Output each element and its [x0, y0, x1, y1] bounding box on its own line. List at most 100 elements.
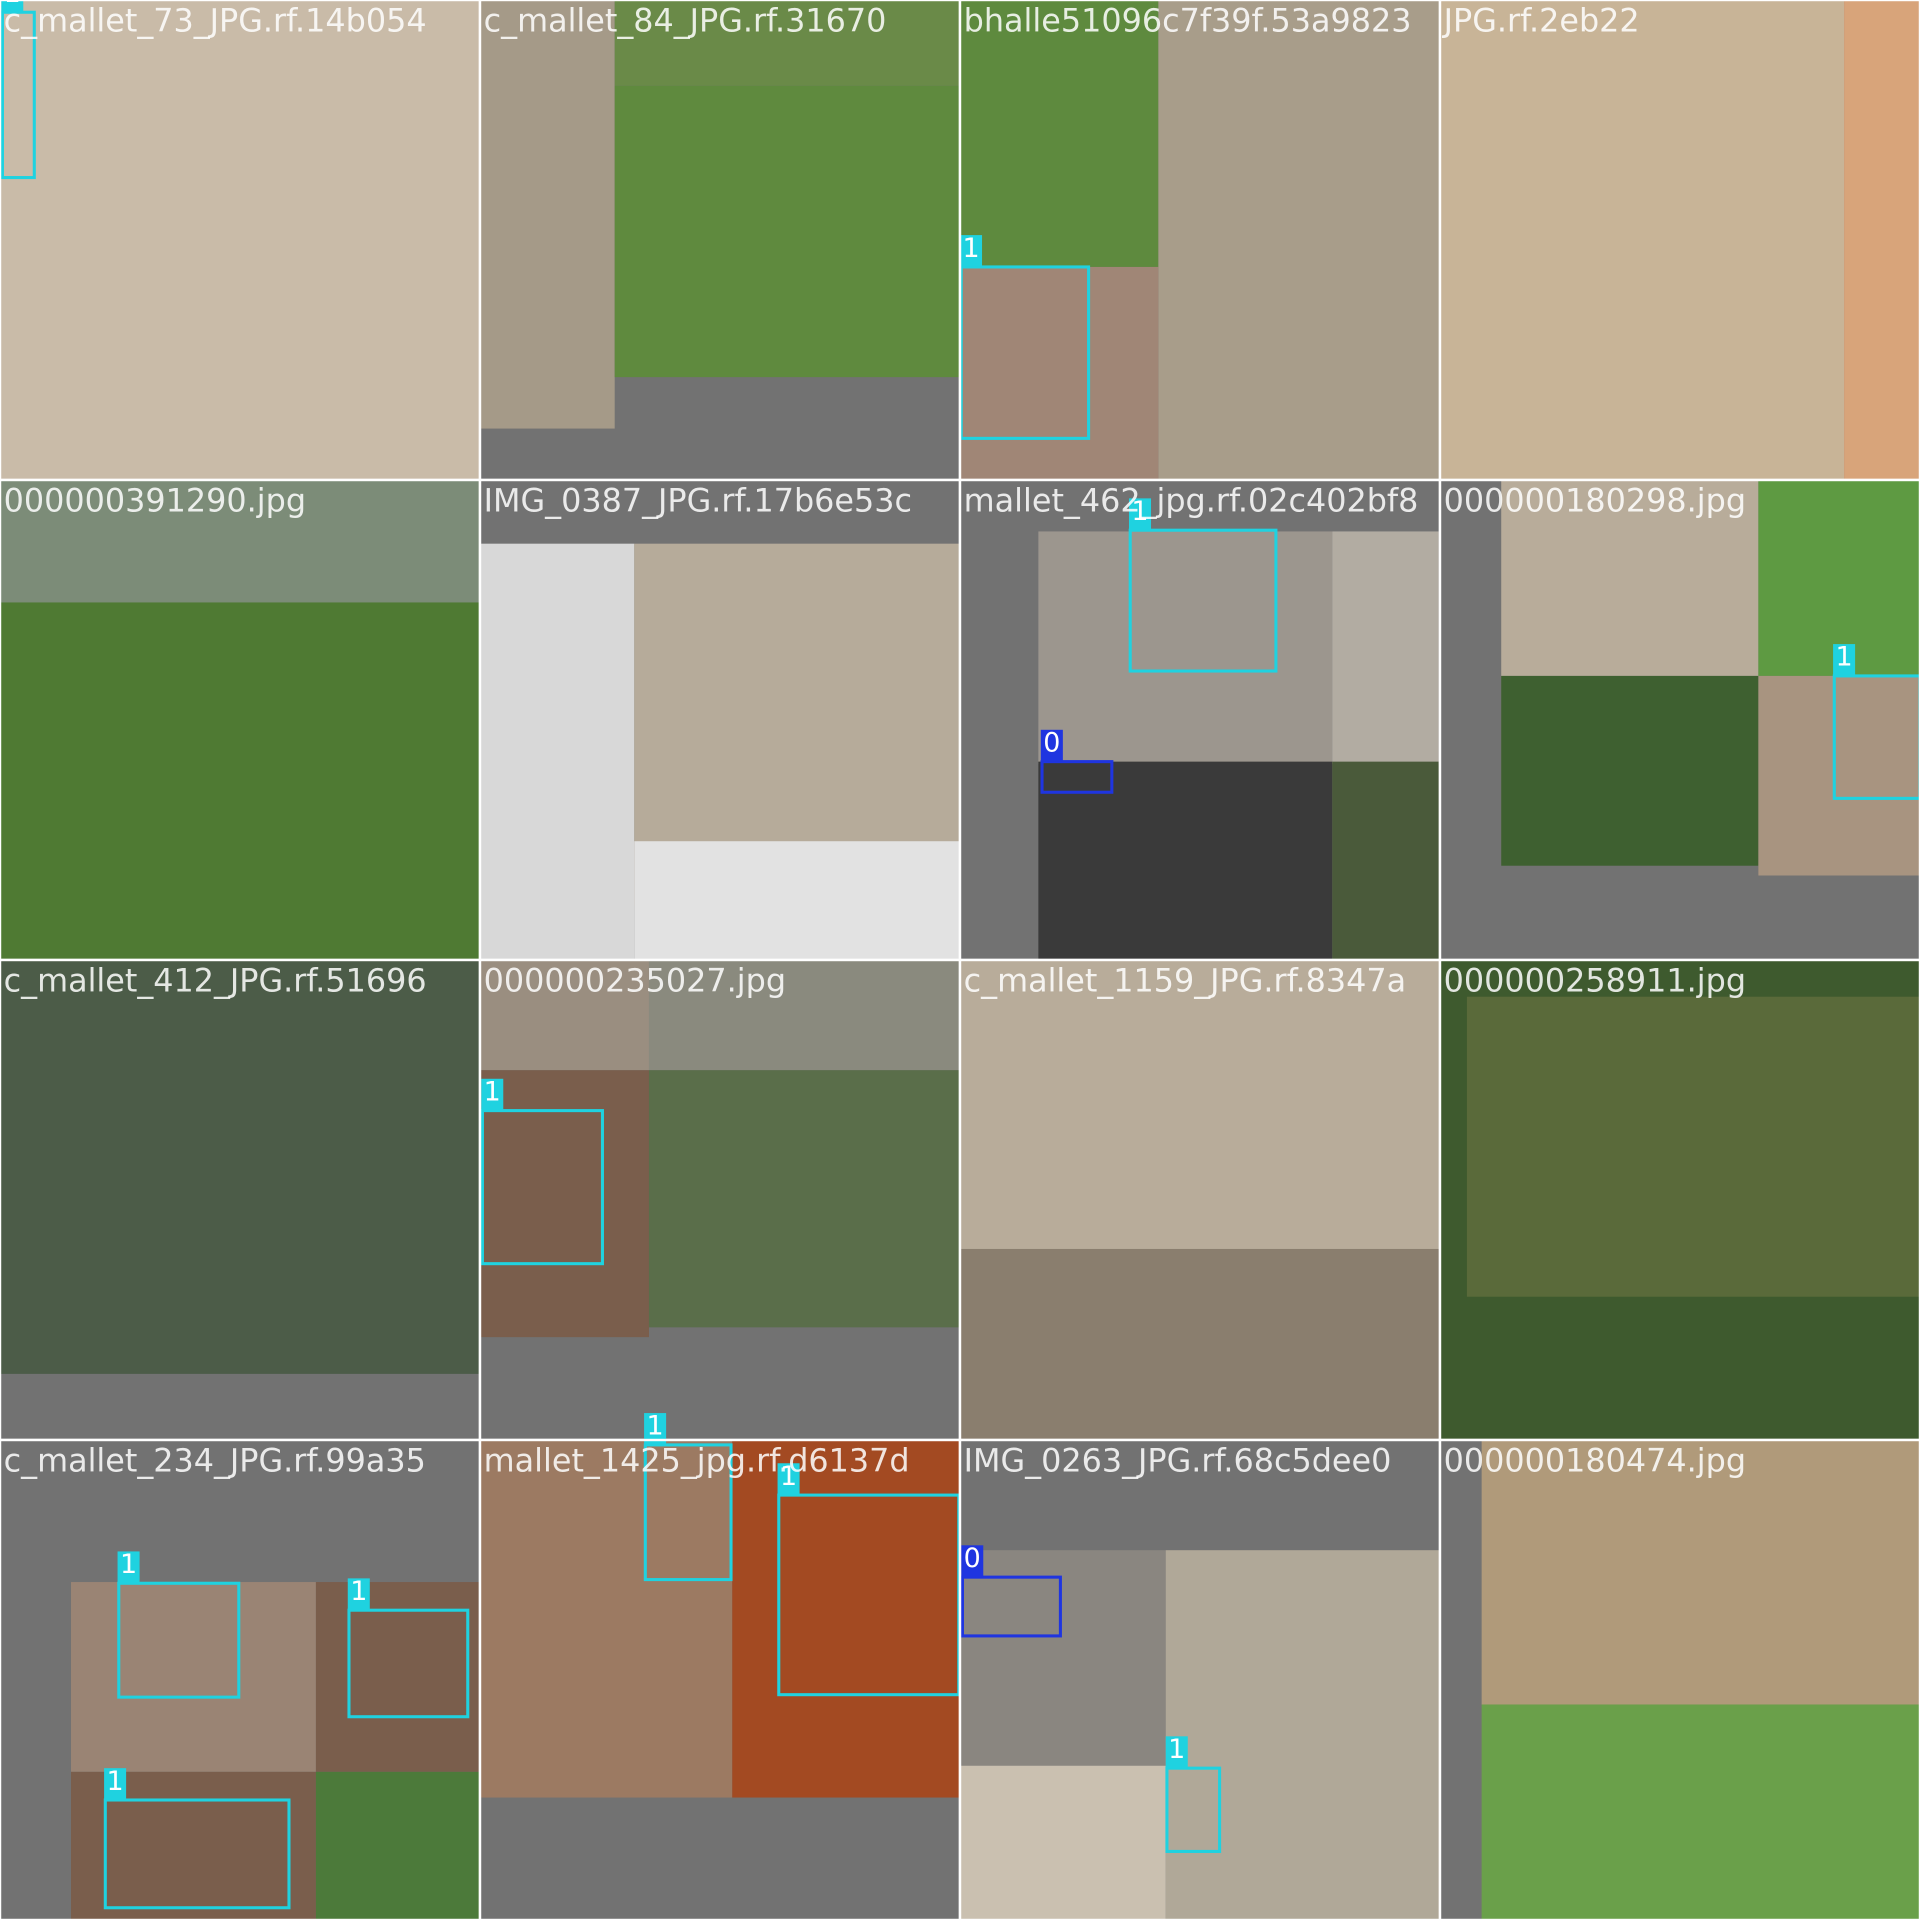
photo: [480, 0, 615, 429]
photo: [1332, 531, 1439, 765]
class-tag: [777, 1463, 800, 1496]
photo: [0, 0, 480, 480]
photo: [1038, 531, 1333, 765]
photo: [648, 1070, 960, 1328]
cell: 000000180474.jpg: [1438, 1438, 1920, 1920]
bounding-box: [1832, 674, 1920, 800]
bounding-box: [1165, 1766, 1222, 1853]
filename: JPG.rf.2eb22: [1442, 1, 1640, 39]
photo: [1481, 1704, 1920, 1920]
photo: [480, 1440, 733, 1798]
class-tag: [347, 1578, 370, 1611]
photo: [0, 960, 480, 1374]
cell: c_mallet_84_JPG.rf.31670: [478, 0, 962, 482]
class-tag: [644, 1413, 667, 1445]
photo: [1158, 0, 1440, 480]
cell: 1 000000235027.jpg: [478, 958, 962, 1442]
class-label: 1: [647, 1411, 664, 1442]
photo: [960, 960, 1440, 1249]
filename: mallet_462_jpg.rf.02c402bf8: [964, 481, 1419, 519]
cell: JPG.rf.2eb22: [1438, 0, 1920, 482]
photo: [315, 1582, 480, 1772]
cell: 1 000000180298.jpg: [1438, 478, 1920, 962]
photo: [1501, 675, 1759, 866]
photo: [614, 85, 960, 378]
class-label: 0: [964, 1543, 981, 1574]
filename: 000000180298.jpg: [1444, 481, 1746, 519]
bounding-box: [643, 1443, 733, 1582]
class-label: 1: [780, 1461, 797, 1492]
class-tag: [1165, 1736, 1188, 1769]
filename: c_mallet_84_JPG.rf.31670: [484, 1, 887, 39]
class-label: 1: [107, 1766, 124, 1797]
photo: [1501, 480, 1759, 676]
class-tag: [960, 235, 983, 267]
photo: [1758, 480, 1920, 676]
bounding-box: [960, 1575, 1062, 1638]
filename: mallet_1425_jpg.rf.d6137d: [484, 1441, 910, 1479]
photo: [960, 1248, 1440, 1440]
bounding-box: [1040, 760, 1114, 794]
cell: 000000258911.jpg: [1438, 958, 1920, 1442]
class-label: 1: [484, 1076, 501, 1107]
class-label: 1: [120, 1549, 137, 1580]
cell: 1 bhalle51096c7f39f.53a9823: [958, 0, 1442, 482]
bounding-box: [1128, 528, 1278, 673]
class-tag: [1, 0, 24, 13]
class-label: 0: [1043, 727, 1060, 758]
cell: c_mallet_1159_JPG.rf.8347a: [958, 958, 1442, 1442]
photo: [1466, 996, 1920, 1297]
photo: [480, 543, 635, 960]
class-label: 1: [962, 233, 979, 264]
photo: [480, 960, 649, 1071]
photo: [1332, 761, 1439, 960]
cell: c_mallet_412_JPG.rf.51696: [0, 958, 482, 1442]
cell: 1 1 1 c_mallet_234_JPG.rf.99a35: [0, 1438, 482, 1920]
photo: [0, 480, 480, 603]
photo: [1038, 761, 1333, 960]
filename: 000000235027.jpg: [484, 961, 786, 999]
class-tag: [961, 1545, 984, 1578]
photo: [1844, 0, 1920, 480]
photo: [1440, 0, 1845, 480]
photo: [480, 1070, 649, 1338]
cell: 1c_mallet_73_JPG.rf.14b054: [0, 0, 482, 482]
photo: [960, 1550, 1166, 1766]
class-tag: [481, 1078, 504, 1111]
class-label: 1: [1131, 496, 1148, 527]
photo: [634, 841, 960, 960]
cell: 0 1 IMG_0263_JPG.rf.68c5dee0: [958, 1438, 1442, 1920]
photo: [732, 1440, 960, 1798]
class-tag: [1833, 644, 1856, 676]
photo: [315, 1771, 480, 1920]
photo: [960, 1765, 1166, 1920]
filename: 000000180474.jpg: [1444, 1441, 1746, 1479]
bounding-box: [480, 1109, 604, 1266]
filename: c_mallet_1159_JPG.rf.8347a: [964, 961, 1406, 999]
class-label: 1: [4, 0, 21, 9]
bounding-box: [103, 1798, 291, 1910]
cell: 1 0 mallet_462_jpg.rf.02c402bf8: [958, 478, 1442, 962]
photo: [960, 266, 1159, 480]
bounding-box: [347, 1608, 470, 1719]
class-tag: [1128, 498, 1152, 531]
class-tag: [104, 1768, 127, 1800]
bounding-box: [117, 1581, 241, 1699]
class-label: 1: [1168, 1734, 1185, 1765]
photo: [1165, 1550, 1440, 1920]
filename: c_mallet_412_JPG.rf.51696: [4, 961, 427, 999]
cell: IMG_0387_JPG.rf.17b6e53c: [478, 478, 962, 962]
photo: [1758, 675, 1920, 876]
class-tag: [1040, 729, 1063, 762]
filename: 000000258911.jpg: [1444, 961, 1746, 999]
cell-border: [1438, 1438, 1920, 1920]
filename: IMG_0387_JPG.rf.17b6e53c: [484, 481, 912, 519]
filename: 000000391290.jpg: [4, 481, 306, 519]
class-label: 1: [1836, 642, 1853, 673]
class-label: 1: [350, 1576, 367, 1607]
cell: 000000391290.jpg: [0, 478, 482, 962]
filename: c_mallet_73_JPG.rf.14b054: [4, 1, 427, 39]
photo: [614, 0, 960, 86]
